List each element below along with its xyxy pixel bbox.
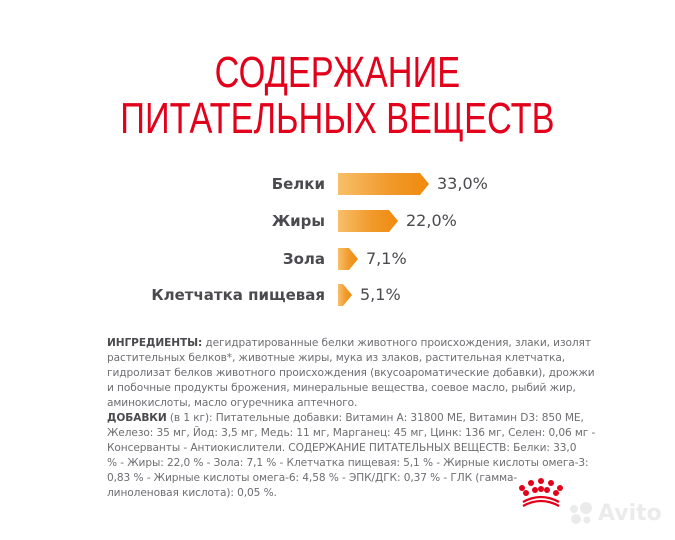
- avito-dots-icon: [570, 502, 592, 524]
- bar-value: 5,1%: [360, 285, 401, 304]
- ingredients-line: аминокислоты, масло огуречника аптечного…: [107, 397, 358, 409]
- title-line-1: СОДЕРЖАНИЕ: [214, 48, 461, 97]
- chart-row: Клетчатка пищевая 5,1%: [0, 284, 675, 306]
- additives-line: Железо: 35 мг, Йод: 3,5 мг, Медь: 11 мг,…: [107, 427, 596, 439]
- additives-line: 0,83 % - Жирные кислоты омега-6: 4,58 % …: [107, 472, 518, 484]
- bar-label: Белки: [271, 175, 325, 193]
- avito-text: Avito: [598, 500, 662, 526]
- ingredients-text-segment: дегидратированные белки животного происх…: [202, 337, 591, 349]
- page-title: СОДЕРЖАНИЕ ПИТАТЕЛЬНЫХ ВЕЩЕСТВ: [74, 50, 601, 142]
- bar-label: Клетчатка пищевая: [151, 286, 325, 304]
- additives-line: линоленовая кислота): 0,05 %.: [107, 487, 277, 499]
- bar-value: 33,0%: [437, 174, 488, 193]
- bar-label: Жиры: [271, 212, 325, 230]
- bar: [338, 210, 398, 232]
- royal-canin-crown-icon: [516, 478, 566, 508]
- ingredients-line: ИНГРЕДИЕНТЫ: дегидратированные белки жив…: [107, 336, 591, 351]
- ingredients-text: ИНГРЕДИЕНТЫ: дегидратированные белки жив…: [107, 336, 596, 501]
- ingredients-heading: ИНГРЕДИЕНТЫ:: [107, 337, 203, 349]
- avito-watermark: Avito: [568, 498, 662, 528]
- chart-row: Жиры 22,0%: [0, 210, 675, 232]
- additives-line: % - Жиры: 22,0 % - Зола: 7,1 % - Клетчат…: [107, 457, 589, 469]
- bar: [338, 173, 429, 195]
- additives-heading: ДОБАВКИ: [107, 412, 167, 424]
- bar: [338, 284, 352, 306]
- chart-row: Зола 7,1%: [0, 248, 675, 270]
- ingredients-line: и побочные продукты брожения, минеральны…: [107, 382, 576, 394]
- ingredients-line: растительных белков*, животные жиры, мук…: [107, 352, 566, 364]
- title-line-2: ПИТАТЕЛЬНЫХ ВЕЩЕСТВ: [120, 94, 555, 143]
- ingredients-line: гидролизат белков животного происхождени…: [107, 367, 595, 379]
- additives-line: Консерванты - Антиокислители. СОДЕРЖАНИЕ…: [107, 442, 577, 454]
- additives-text-segment: (в 1 кг): Питательные добавки: Витамин А…: [166, 412, 584, 424]
- additives-line: ДОБАВКИ (в 1 кг): Питательные добавки: В…: [107, 411, 584, 426]
- bar: [338, 248, 358, 270]
- nutrient-bar-chart: Белки 33,0% Жиры 22,0% Зола 7,1% Клетчат…: [0, 0, 675, 320]
- bar-label: Зола: [282, 250, 325, 268]
- chart-row: Белки 33,0%: [0, 173, 675, 195]
- bar-value: 22,0%: [406, 211, 457, 230]
- bar-value: 7,1%: [366, 249, 407, 268]
